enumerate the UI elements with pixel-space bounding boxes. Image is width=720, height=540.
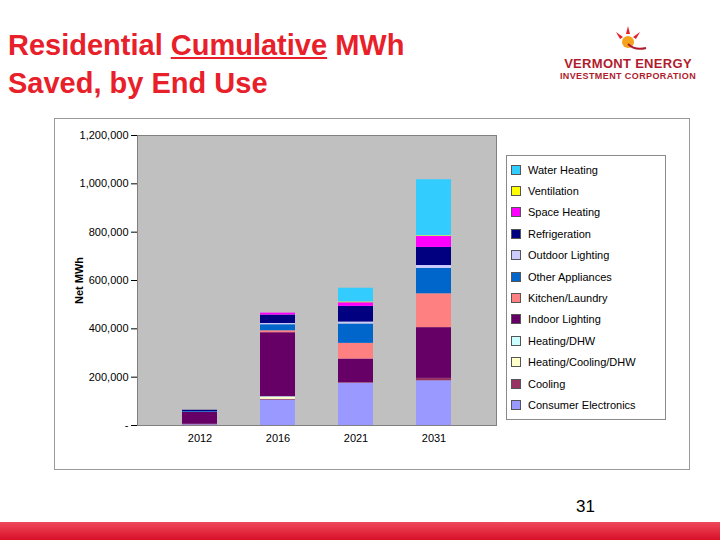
svg-text:Net MWh: Net MWh xyxy=(73,257,85,304)
html-text:Consumer Electronics: Consumer Electronics xyxy=(528,399,636,411)
html-text:Water Heating: Water Heating xyxy=(528,163,598,176)
svg-text:1,000,000: 1,000,000 xyxy=(80,177,129,189)
html-text:Other Appliances: Other Appliances xyxy=(528,270,612,283)
svg-text:2016: 2016 xyxy=(266,432,290,444)
svg-text:200,000: 200,000 xyxy=(89,371,129,383)
svg-text:400,000: 400,000 xyxy=(89,322,129,334)
html-text:Refrigeration: Refrigeration xyxy=(528,227,591,240)
html-text:Cooling: Cooling xyxy=(528,377,566,390)
html-text:Heating/DHW: Heating/DHW xyxy=(528,334,596,347)
html-text:Residential Cumulative MWh: Residential Cumulative MWh xyxy=(8,29,405,61)
html-text:Kitchen/Laundry: Kitchen/Laundry xyxy=(528,292,608,304)
html-text:VERMONT ENERGY: VERMONT ENERGY xyxy=(564,56,692,71)
html-text:Saved, by End Use: Saved, by End Use xyxy=(8,67,268,99)
html-text:Indoor Lighting: Indoor Lighting xyxy=(528,313,601,326)
svg-text:1,200,000: 1,200,000 xyxy=(80,129,129,141)
svg-text:2012: 2012 xyxy=(188,432,212,444)
html-text:Heating/Cooling/DHW: Heating/Cooling/DHW xyxy=(528,356,636,369)
html-text:Space Heating: Space Heating xyxy=(528,206,601,219)
svg-text:600,000: 600,000 xyxy=(89,274,129,286)
svg-text:2021: 2021 xyxy=(344,432,368,444)
html-text:INVESTMENT CORPORATION: INVESTMENT CORPORATION xyxy=(559,71,697,81)
html-text:Outdoor Lighting: Outdoor Lighting xyxy=(528,249,610,262)
html-text:31: 31 xyxy=(576,497,595,516)
svg-text:2031: 2031 xyxy=(422,432,446,444)
svg-text:-: - xyxy=(125,419,129,431)
html-text:Ventilation: Ventilation xyxy=(528,185,579,198)
svg-text:800,000: 800,000 xyxy=(89,226,129,238)
